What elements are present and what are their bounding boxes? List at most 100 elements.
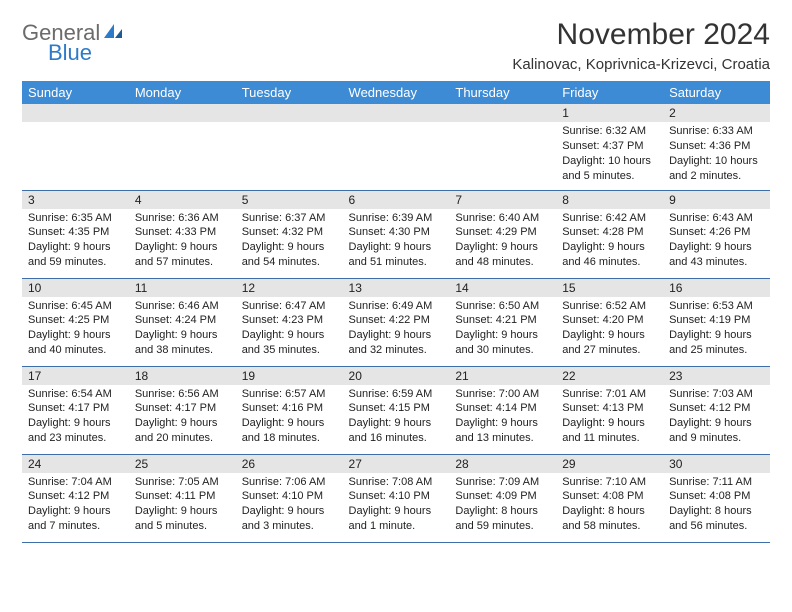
sunset-line: Sunset: 4:14 PM: [455, 401, 550, 416]
date-body: Sunrise: 6:47 AMSunset: 4:23 PMDaylight:…: [236, 297, 343, 362]
dayname-cell: Monday: [129, 81, 236, 104]
date-cell: 29Sunrise: 7:10 AMSunset: 4:08 PMDayligh…: [556, 454, 663, 542]
date-cell: [22, 104, 129, 190]
date-number: 2: [663, 104, 770, 122]
daylight-line: Daylight: 9 hours and 59 minutes.: [28, 240, 123, 270]
date-number: 15: [556, 279, 663, 297]
sunrise-line: Sunrise: 7:08 AM: [349, 475, 444, 490]
date-number: 6: [343, 191, 450, 209]
dayname-cell: Thursday: [449, 81, 556, 104]
date-body: Sunrise: 6:35 AMSunset: 4:35 PMDaylight:…: [22, 209, 129, 274]
sunrise-line: Sunrise: 6:33 AM: [669, 124, 764, 139]
sunrise-line: Sunrise: 6:32 AM: [562, 124, 657, 139]
date-cell: 16Sunrise: 6:53 AMSunset: 4:19 PMDayligh…: [663, 278, 770, 366]
date-body: Sunrise: 6:50 AMSunset: 4:21 PMDaylight:…: [449, 297, 556, 362]
date-number: 12: [236, 279, 343, 297]
logo-text-2: Blue: [22, 43, 126, 63]
daylight-line: Daylight: 9 hours and 23 minutes.: [28, 416, 123, 446]
date-body: Sunrise: 6:52 AMSunset: 4:20 PMDaylight:…: [556, 297, 663, 362]
daylight-line: Daylight: 9 hours and 43 minutes.: [669, 240, 764, 270]
header: General Blue November 2024 Kalinovac, Ko…: [22, 18, 770, 73]
date-cell: 3Sunrise: 6:35 AMSunset: 4:35 PMDaylight…: [22, 190, 129, 278]
sunset-line: Sunset: 4:28 PM: [562, 225, 657, 240]
sunrise-line: Sunrise: 7:03 AM: [669, 387, 764, 402]
daylight-line: Daylight: 9 hours and 16 minutes.: [349, 416, 444, 446]
date-cell: 18Sunrise: 6:56 AMSunset: 4:17 PMDayligh…: [129, 366, 236, 454]
date-body: Sunrise: 6:40 AMSunset: 4:29 PMDaylight:…: [449, 209, 556, 274]
title-block: November 2024 Kalinovac, Koprivnica-Kriz…: [512, 18, 770, 73]
date-cell: 20Sunrise: 6:59 AMSunset: 4:15 PMDayligh…: [343, 366, 450, 454]
date-body: Sunrise: 6:43 AMSunset: 4:26 PMDaylight:…: [663, 209, 770, 274]
sunrise-line: Sunrise: 6:46 AM: [135, 299, 230, 314]
date-number: 18: [129, 367, 236, 385]
sunset-line: Sunset: 4:19 PM: [669, 313, 764, 328]
date-number: 19: [236, 367, 343, 385]
date-body: Sunrise: 7:08 AMSunset: 4:10 PMDaylight:…: [343, 473, 450, 538]
date-cell: 17Sunrise: 6:54 AMSunset: 4:17 PMDayligh…: [22, 366, 129, 454]
sunset-line: Sunset: 4:15 PM: [349, 401, 444, 416]
sunrise-line: Sunrise: 6:56 AM: [135, 387, 230, 402]
date-body: Sunrise: 6:57 AMSunset: 4:16 PMDaylight:…: [236, 385, 343, 450]
calendar-table: SundayMondayTuesdayWednesdayThursdayFrid…: [22, 81, 770, 543]
sunset-line: Sunset: 4:30 PM: [349, 225, 444, 240]
daylight-line: Daylight: 8 hours and 56 minutes.: [669, 504, 764, 534]
sunrise-line: Sunrise: 6:59 AM: [349, 387, 444, 402]
date-body: Sunrise: 7:06 AMSunset: 4:10 PMDaylight:…: [236, 473, 343, 538]
sunrise-line: Sunrise: 7:10 AM: [562, 475, 657, 490]
date-body: Sunrise: 6:54 AMSunset: 4:17 PMDaylight:…: [22, 385, 129, 450]
sunset-line: Sunset: 4:09 PM: [455, 489, 550, 504]
sunset-line: Sunset: 4:36 PM: [669, 139, 764, 154]
date-cell: 1Sunrise: 6:32 AMSunset: 4:37 PMDaylight…: [556, 104, 663, 190]
location: Kalinovac, Koprivnica-Krizevci, Croatia: [512, 56, 770, 73]
date-body: Sunrise: 6:59 AMSunset: 4:15 PMDaylight:…: [343, 385, 450, 450]
date-number: 28: [449, 455, 556, 473]
date-cell: 2 Sunrise: 6:33 AMSunset: 4:36 PMDaylight…: [663, 104, 770, 190]
date-body: Sunrise: 6:45 AMSunset: 4:25 PMDaylight:…: [22, 297, 129, 362]
sunset-line: Sunset: 4:22 PM: [349, 313, 444, 328]
date-number: 9: [663, 191, 770, 209]
logo-sail-icon: [102, 22, 126, 43]
date-cell: 21Sunrise: 7:00 AMSunset: 4:14 PMDayligh…: [449, 366, 556, 454]
date-cell: 27Sunrise: 7:08 AMSunset: 4:10 PMDayligh…: [343, 454, 450, 542]
sunset-line: Sunset: 4:35 PM: [28, 225, 123, 240]
date-number: 23: [663, 367, 770, 385]
daylight-line: Daylight: 9 hours and 51 minutes.: [349, 240, 444, 270]
daylight-line: Daylight: 9 hours and 32 minutes.: [349, 328, 444, 358]
sunrise-line: Sunrise: 7:01 AM: [562, 387, 657, 402]
date-body: Sunrise: 6:39 AMSunset: 4:30 PMDaylight:…: [343, 209, 450, 274]
daylight-line: Daylight: 10 hours and 5 minutes.: [562, 154, 657, 184]
date-body: Sunrise: 7:05 AMSunset: 4:11 PMDaylight:…: [129, 473, 236, 538]
date-number: 20: [343, 367, 450, 385]
sunrise-line: Sunrise: 6:50 AM: [455, 299, 550, 314]
sunrise-line: Sunrise: 6:52 AM: [562, 299, 657, 314]
sunrise-line: Sunrise: 7:00 AM: [455, 387, 550, 402]
daylight-line: Daylight: 9 hours and 25 minutes.: [669, 328, 764, 358]
logo: General Blue: [22, 18, 126, 63]
date-body: Sunrise: 6:49 AMSunset: 4:22 PMDaylight:…: [343, 297, 450, 362]
daylight-line: Daylight: 9 hours and 5 minutes.: [135, 504, 230, 534]
daylight-line: Daylight: 9 hours and 48 minutes.: [455, 240, 550, 270]
calendar-page: General Blue November 2024 Kalinovac, Ko…: [0, 0, 792, 612]
sunrise-line: Sunrise: 6:35 AM: [28, 211, 123, 226]
sunset-line: Sunset: 4:33 PM: [135, 225, 230, 240]
sunset-line: Sunset: 4:16 PM: [242, 401, 337, 416]
date-number: 10: [22, 279, 129, 297]
daylight-line: Daylight: 8 hours and 59 minutes.: [455, 504, 550, 534]
sunrise-line: Sunrise: 6:49 AM: [349, 299, 444, 314]
sunset-line: Sunset: 4:21 PM: [455, 313, 550, 328]
date-number: 8: [556, 191, 663, 209]
dayname-cell: Wednesday: [343, 81, 450, 104]
empty-datebar: [449, 104, 556, 122]
sunset-line: Sunset: 4:25 PM: [28, 313, 123, 328]
dayname-cell: Friday: [556, 81, 663, 104]
date-cell: 30Sunrise: 7:11 AMSunset: 4:08 PMDayligh…: [663, 454, 770, 542]
daylight-line: Daylight: 9 hours and 20 minutes.: [135, 416, 230, 446]
week-row: 1Sunrise: 6:32 AMSunset: 4:37 PMDaylight…: [22, 104, 770, 190]
date-cell: 4Sunrise: 6:36 AMSunset: 4:33 PMDaylight…: [129, 190, 236, 278]
daylight-line: Daylight: 10 hours and 2 minutes.: [669, 154, 764, 184]
date-cell: 14Sunrise: 6:50 AMSunset: 4:21 PMDayligh…: [449, 278, 556, 366]
dayname-row: SundayMondayTuesdayWednesdayThursdayFrid…: [22, 81, 770, 104]
date-number: 4: [129, 191, 236, 209]
sunrise-line: Sunrise: 7:06 AM: [242, 475, 337, 490]
sunrise-line: Sunrise: 6:45 AM: [28, 299, 123, 314]
